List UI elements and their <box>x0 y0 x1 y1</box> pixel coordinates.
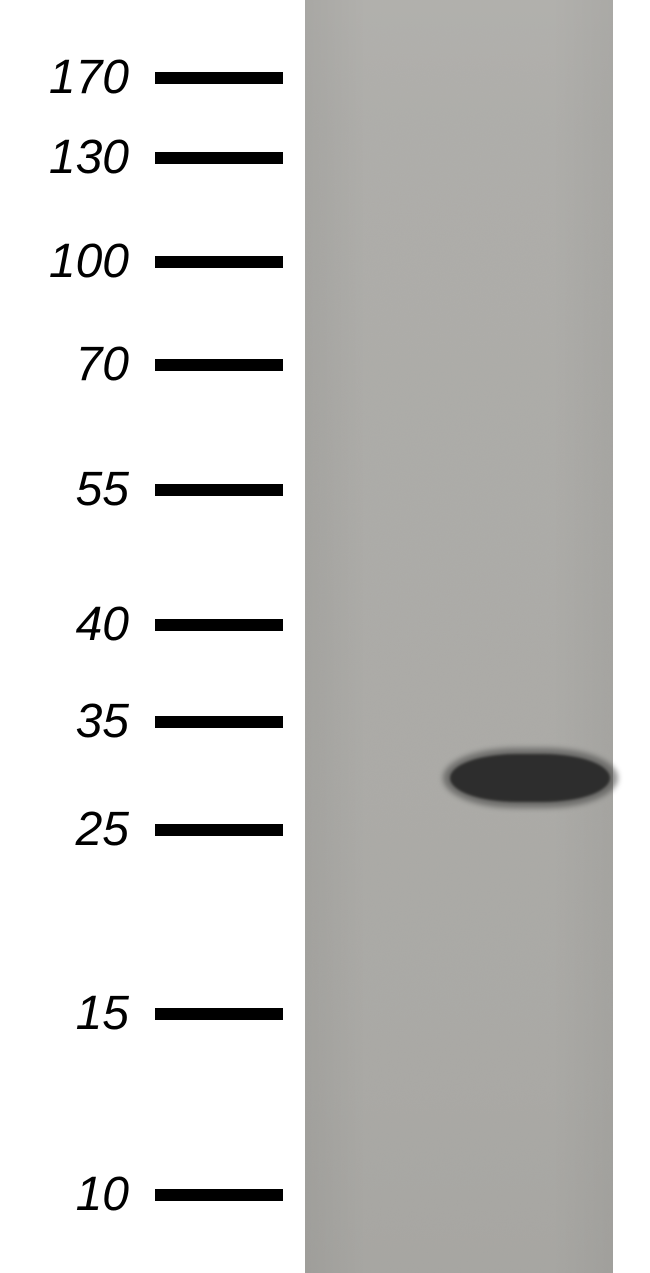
band-lane1-1 <box>443 748 618 808</box>
ladder-tick-25 <box>155 824 283 836</box>
ladder-tick-70 <box>155 359 283 371</box>
bands-container <box>305 0 613 1273</box>
ladder-label-40: 40 <box>0 601 129 649</box>
ladder-label-10: 10 <box>0 1171 129 1219</box>
ladder-label-25: 25 <box>0 806 129 854</box>
ladder-label-170: 170 <box>0 54 129 102</box>
ladder-label-55: 55 <box>0 466 129 514</box>
ladder-tick-170 <box>155 72 283 84</box>
ladder-tick-130 <box>155 152 283 164</box>
ladder-tick-10 <box>155 1189 283 1201</box>
ladder-tick-40 <box>155 619 283 631</box>
ladder-label-70: 70 <box>0 341 129 389</box>
ladder-label-130: 130 <box>0 134 129 182</box>
ladder-label-100: 100 <box>0 238 129 286</box>
western-blot-figure: { "figure": { "type": "western-blot", "w… <box>0 0 650 1273</box>
ladder-tick-55 <box>155 484 283 496</box>
ladder-label-35: 35 <box>0 698 129 746</box>
ladder-label-15: 15 <box>0 990 129 1038</box>
ladder-tick-35 <box>155 716 283 728</box>
ladder-tick-100 <box>155 256 283 268</box>
ladder-tick-15 <box>155 1008 283 1020</box>
